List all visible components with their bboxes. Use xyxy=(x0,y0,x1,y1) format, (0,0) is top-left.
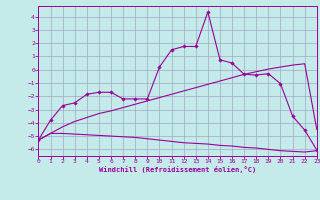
X-axis label: Windchill (Refroidissement éolien,°C): Windchill (Refroidissement éolien,°C) xyxy=(99,166,256,173)
